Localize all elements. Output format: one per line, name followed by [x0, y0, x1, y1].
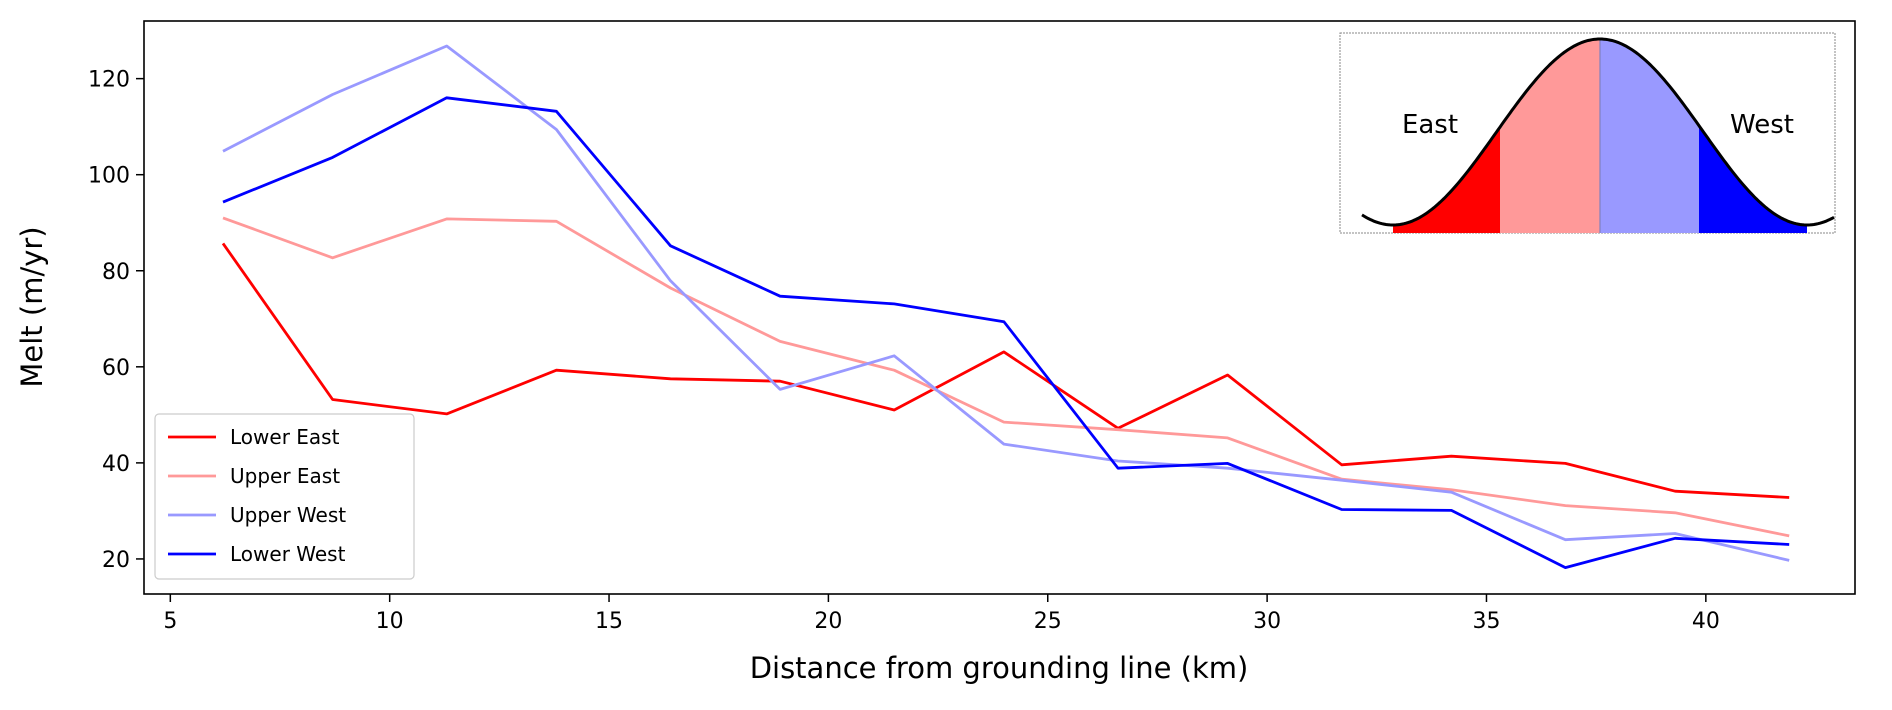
inset-curve	[1361, 37, 1835, 227]
y-tick-label: 60	[102, 356, 130, 381]
x-tick-label: 30	[1253, 609, 1281, 634]
inset-region-1	[1393, 127, 1500, 233]
x-tick-label: 25	[1034, 609, 1062, 634]
legend-label: Lower West	[230, 542, 346, 566]
y-tick-label: 40	[102, 452, 130, 477]
x-tick-label: 10	[376, 609, 404, 634]
y-tick-label: 100	[88, 164, 130, 189]
legend-label: Upper East	[230, 464, 340, 488]
x-tick-label: 15	[595, 609, 623, 634]
series-line-upper-west	[222, 44, 1790, 562]
y-tick-label: 120	[88, 68, 130, 93]
inset-region-3	[1600, 39, 1699, 233]
plot-marks	[221, 44, 1790, 569]
x-tick-label: 5	[163, 609, 177, 634]
legend: Lower East Upper East Upper West Lower West	[154, 413, 415, 580]
legend-frame	[154, 413, 415, 580]
inset-region-2	[1500, 39, 1600, 233]
x-axis-label: Distance from grounding line (km)	[750, 651, 1249, 685]
y-tick-label: 20	[102, 548, 130, 573]
legend-label: Lower East	[230, 425, 340, 449]
legend-label: Upper West	[230, 503, 346, 527]
inset-fills	[1393, 39, 1807, 233]
series-line-upper-east	[222, 216, 1790, 538]
plot-frame	[143, 20, 1856, 595]
x-tick-label: 20	[814, 609, 842, 634]
y-tick-label: 80	[102, 260, 130, 285]
x-tick-label: 35	[1472, 609, 1500, 634]
y-axis-label: Melt (m/yr)	[15, 226, 49, 387]
series-line-lower-east	[221, 242, 1790, 499]
inset-west-label: West	[1730, 110, 1794, 140]
inset-region-4	[1699, 125, 1807, 233]
inset-diagram: East West	[1339, 32, 1836, 234]
series-line-lower-west	[222, 96, 1790, 569]
axis-ticks: 5 10 15 20 25 30 35 40 20 40 60 80 100 120	[88, 68, 1720, 634]
inset-east-label: East	[1402, 110, 1458, 140]
x-tick-label: 40	[1692, 609, 1720, 634]
